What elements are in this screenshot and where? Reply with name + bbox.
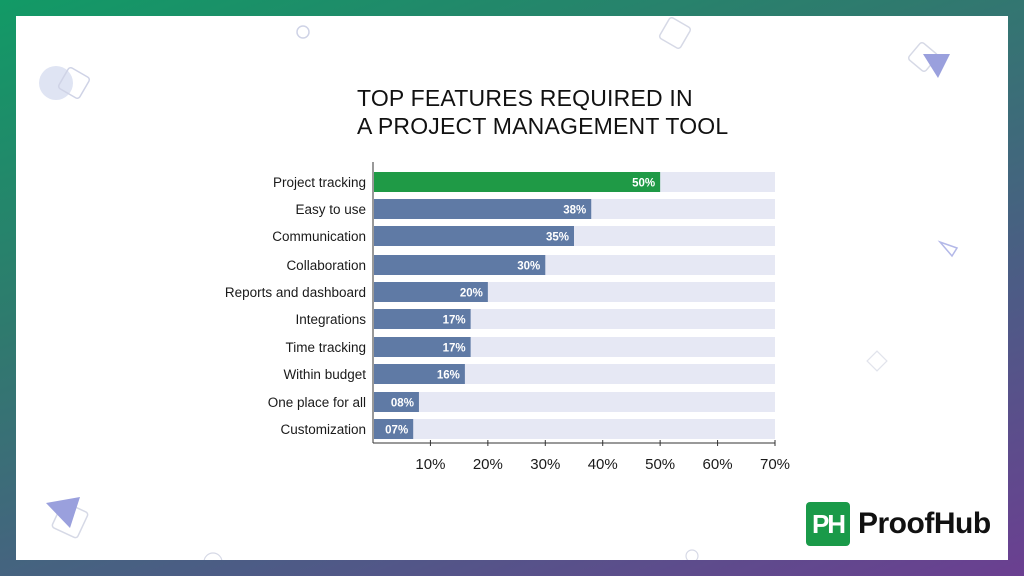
category-label: Reports and dashboard bbox=[225, 285, 366, 300]
deco-square-left bbox=[57, 66, 91, 100]
bar-track bbox=[374, 419, 775, 439]
deco-circle-top bbox=[296, 25, 310, 39]
deco-circle-bottom-left bbox=[203, 552, 223, 560]
value-label: 07% bbox=[385, 425, 408, 437]
decorative-shapes bbox=[39, 16, 959, 560]
value-label: 17% bbox=[443, 343, 466, 355]
bar bbox=[374, 392, 419, 412]
value-label: 30% bbox=[517, 261, 540, 273]
value-label: 08% bbox=[391, 398, 414, 410]
deco-diamond-right bbox=[866, 350, 888, 372]
category-label: Communication bbox=[272, 229, 366, 244]
category-label: Customization bbox=[280, 422, 366, 437]
bar-track bbox=[374, 309, 775, 329]
value-label: 20% bbox=[460, 288, 483, 300]
deco-circle-bottom bbox=[685, 549, 699, 560]
logo-wordmark: ProofHub bbox=[858, 507, 991, 540]
x-tick-label: 50% bbox=[645, 456, 675, 473]
bar-track bbox=[374, 392, 775, 412]
category-label: Project tracking bbox=[273, 175, 366, 190]
category-label: Easy to use bbox=[295, 202, 366, 217]
proofhub-logo: PH ProofHub bbox=[806, 502, 991, 546]
category-label: Integrations bbox=[295, 312, 366, 327]
x-tick-label: 40% bbox=[588, 456, 618, 473]
value-label: 38% bbox=[563, 205, 586, 217]
value-label: 16% bbox=[437, 370, 460, 382]
bar bbox=[374, 199, 592, 219]
deco-square-top bbox=[658, 16, 692, 50]
bar-track bbox=[374, 364, 775, 384]
category-label: Collaboration bbox=[286, 258, 366, 273]
chart-title-line2: A PROJECT MANAGEMENT TOOL bbox=[357, 113, 729, 139]
x-tick-label: 20% bbox=[473, 456, 503, 473]
category-label: Within budget bbox=[283, 367, 366, 382]
value-label: 50% bbox=[632, 178, 655, 190]
value-label: 35% bbox=[546, 232, 569, 244]
bar bbox=[374, 226, 574, 246]
bar bbox=[374, 364, 465, 384]
bar bbox=[374, 419, 414, 439]
category-label: One place for all bbox=[268, 395, 366, 410]
deco-triangle-bottom bbox=[46, 497, 80, 528]
category-label: Time tracking bbox=[285, 340, 366, 355]
bar-track bbox=[374, 337, 775, 357]
bar bbox=[374, 309, 471, 329]
value-label: 17% bbox=[443, 315, 466, 327]
logo-mark: PH bbox=[806, 502, 850, 546]
bar bbox=[374, 172, 661, 192]
x-tick-label: 10% bbox=[415, 456, 445, 473]
chart-title-line1: TOP FEATURES REQUIRED IN bbox=[357, 85, 693, 111]
bar bbox=[374, 282, 488, 302]
infographic-card: TOP FEATURES REQUIRED IN A PROJECT MANAG… bbox=[16, 16, 1008, 560]
bar bbox=[374, 337, 471, 357]
deco-triangle-right bbox=[923, 54, 950, 78]
bar bbox=[374, 255, 546, 275]
x-tick-label: 70% bbox=[760, 456, 790, 473]
x-tick-label: 60% bbox=[703, 456, 733, 473]
bar-chart: Project tracking 50% Easy to use 38% Communi… bbox=[225, 162, 790, 473]
deco-triangle-mid bbox=[937, 240, 959, 258]
chart-title: TOP FEATURES REQUIRED IN A PROJECT MANAG… bbox=[357, 84, 728, 140]
x-tick-label: 30% bbox=[530, 456, 560, 473]
